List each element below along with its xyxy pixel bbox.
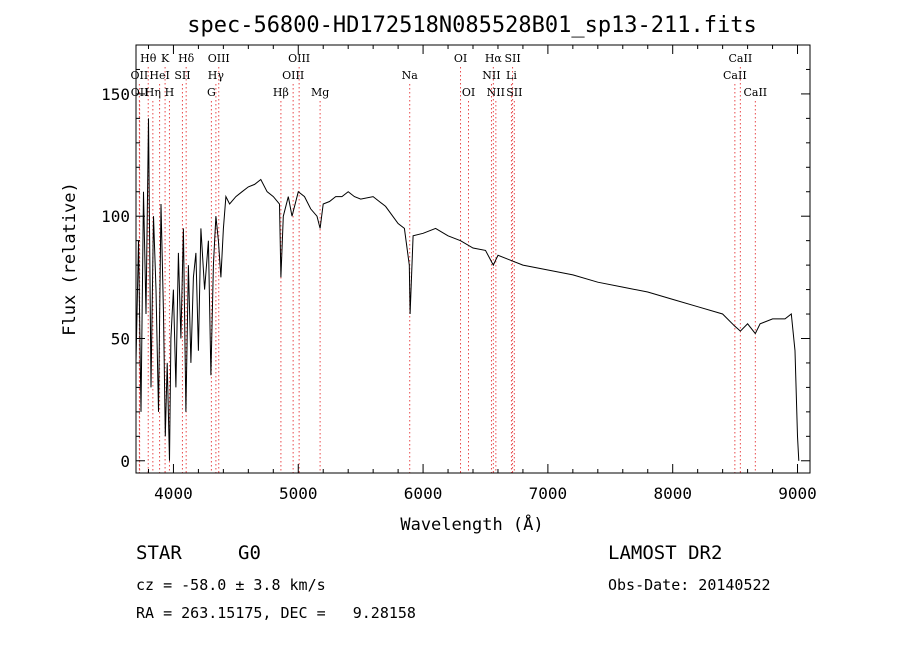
line-label-9: OII [131, 69, 149, 82]
survey-name: LAMOST DR2 [608, 542, 723, 564]
x-tick-label-1: 5000 [279, 484, 318, 503]
line-label-14: Na [402, 69, 419, 82]
y-axis: 0 50 100 150 [101, 68, 810, 471]
plot-frame [135, 44, 811, 474]
line-label-10: HeI [149, 69, 169, 82]
line-label-13: OIII [282, 69, 304, 82]
line-label-27: CaII [743, 86, 767, 99]
x-tick-label-0: 4000 [154, 484, 193, 503]
line-label-16: Li [506, 69, 517, 82]
line-label-21: G [207, 86, 216, 99]
x-axis: 4000 5000 6000 7000 8000 9000 [147, 45, 817, 503]
line-label-3: OIII [208, 52, 230, 65]
line-label-22: Hβ [273, 86, 289, 99]
line-label-2: Hδ [178, 52, 195, 65]
line-label-20: H [165, 86, 175, 99]
line-label-26: SII [506, 86, 522, 99]
line-label-6: Hα [485, 52, 503, 65]
line-label-4: OIII [288, 52, 310, 65]
line-label-19: Hη [145, 86, 161, 99]
line-label-15: NII [482, 69, 500, 82]
redshift-text: cz = -58.0 ± 3.8 km/s [136, 576, 326, 594]
x-tick-label-5: 9000 [778, 484, 817, 503]
x-tick-label-2: 6000 [404, 484, 443, 503]
line-label-5: OI [454, 52, 467, 65]
object-subclass: G0 [238, 542, 261, 564]
spectral-line-markers [138, 67, 756, 473]
line-label-7: SII [504, 52, 520, 65]
chart-title: spec-56800-HD172518N085528B01_sp13-211.f… [187, 13, 757, 38]
line-label-24: OI [462, 86, 475, 99]
x-axis-label: Wavelength (Å) [400, 513, 543, 535]
line-label-8: CaII [729, 52, 753, 65]
line-label-0: Hθ [140, 52, 157, 65]
y-tick-label-1: 50 [111, 329, 130, 348]
line-label-17: CaII [723, 69, 747, 82]
spectrum-series-line [135, 118, 800, 461]
object-class: STAR [136, 542, 182, 564]
line-label-23: Mg [311, 86, 329, 99]
y-tick-label-0: 0 [120, 452, 130, 471]
line-label-11: SII [174, 69, 190, 82]
coordinates: RA = 263.15175, DEC = 9.28158 [136, 604, 416, 622]
obs-date: Obs-Date: 20140522 [608, 576, 771, 594]
line-label-1: K [161, 52, 170, 65]
y-tick-label-2: 100 [101, 207, 130, 226]
line-label-12: Hγ [208, 69, 225, 82]
x-tick-label-3: 7000 [529, 484, 568, 503]
x-tick-label-4: 8000 [653, 484, 692, 503]
y-tick-label-3: 150 [101, 85, 130, 104]
y-axis-label: Flux (relative) [60, 182, 80, 336]
line-label-25: NII [487, 86, 505, 99]
line-label-18: OII [131, 86, 149, 99]
